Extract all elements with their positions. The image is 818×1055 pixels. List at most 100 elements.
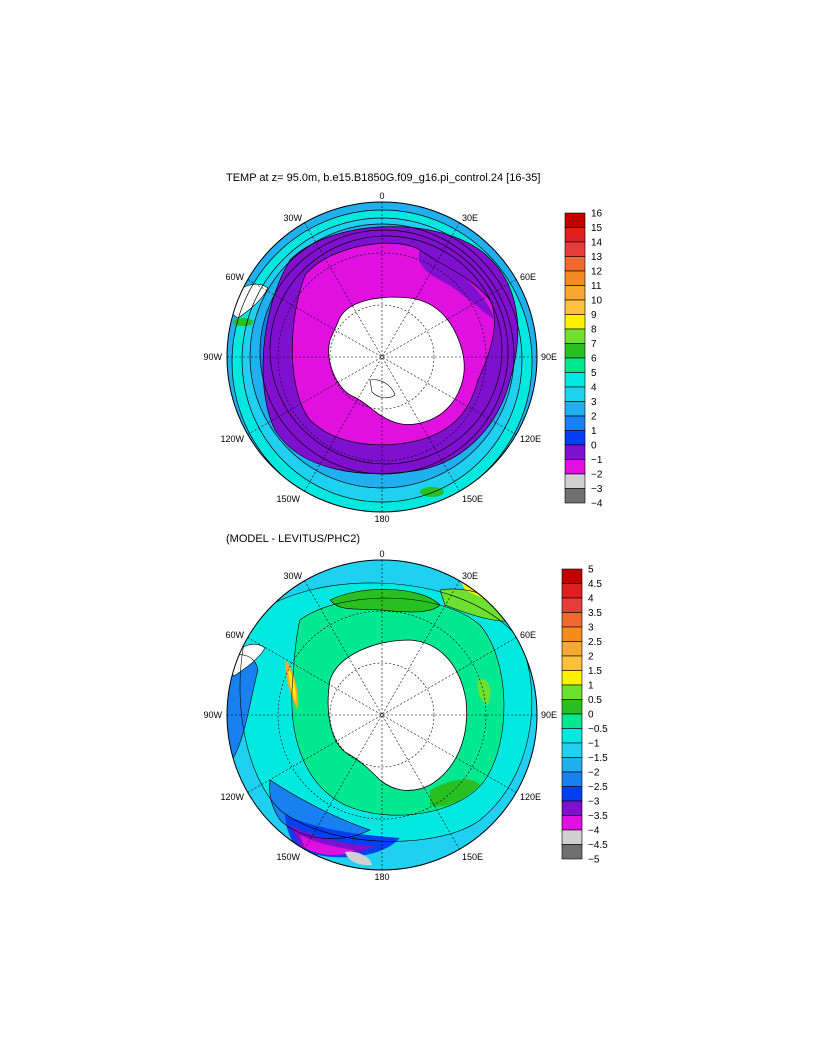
p1-label-180: 180 [374, 514, 389, 524]
p1-label-30w: 30W [283, 213, 302, 223]
panel2-colorbar-tick-label: 2 [588, 652, 594, 663]
panel1-map: 0 30E 60E 90E 120E 150E 180 150W 120W 90… [203, 191, 557, 524]
panel1-colorbar-swatch [564, 459, 586, 475]
panel2-colorbar-swatch [561, 742, 583, 758]
panel2-colorbar-tick-label: 4 [588, 594, 594, 605]
panel1-colorbar-swatch [564, 386, 586, 402]
p1-label-90w: 90W [203, 352, 222, 362]
panel1-colorbar-swatch [564, 212, 586, 228]
p1-label-90e: 90E [541, 352, 557, 362]
panel1-colorbar-tick-label: 16 [591, 209, 603, 220]
panel1-colorbar-swatch [564, 357, 586, 373]
p2-label-0: 0 [379, 549, 384, 559]
p1-label-150e: 150E [462, 494, 483, 504]
panel1-colorbar-tick-label: −2 [591, 470, 603, 481]
panel1-colorbar-tick-label: 11 [591, 281, 602, 292]
panel1-colorbar-tick-label: −1 [591, 455, 603, 466]
panel2-colorbar-swatch [561, 612, 583, 628]
panel2-colorbar-swatch [561, 771, 583, 787]
panel1-colorbar-swatch [564, 299, 586, 315]
panel2-colorbar-swatch [561, 829, 583, 845]
panel2-colorbar-swatch [561, 655, 583, 671]
panel1-colorbar-tick-label: 15 [591, 223, 603, 234]
panel2-colorbar: 5 4.5 4 3.5 3 2.5 2 1.5 1 0.5 0 −0.5 −1 −1.5 −2 −2.5 −3 −… [561, 565, 608, 866]
p1-label-0: 0 [379, 191, 384, 201]
panel1-colorbar-swatch [564, 401, 586, 417]
panel2-colorbar-tick-label: −5 [588, 855, 600, 866]
p1-label-120w: 120W [220, 434, 244, 444]
panel2-colorbar-swatch [561, 800, 583, 816]
p2-label-150e: 150E [462, 852, 483, 862]
p1-label-30e: 30E [462, 213, 478, 223]
panel2-colorbar-swatch [561, 815, 583, 831]
panel2-colorbar-tick-label: 1 [588, 681, 594, 692]
panel1-colorbar-tick-label: −3 [591, 484, 603, 495]
p2-label-150w: 150W [276, 852, 300, 862]
p2-label-60w: 60W [225, 630, 244, 640]
panel1-colorbar-swatch [564, 473, 586, 489]
panel1-colorbar-swatch [564, 270, 586, 286]
panel2-colorbar-swatch [561, 757, 583, 773]
panel1-colorbar-tick-label: 6 [591, 354, 597, 365]
panel1-colorbar-swatch [564, 328, 586, 344]
panel1-colorbar-tick-label: 13 [591, 252, 603, 263]
panel2-colorbar-tick-label: −2.5 [588, 782, 608, 793]
panel2-colorbar-swatch [561, 684, 583, 700]
panel2-colorbar-swatch [561, 844, 583, 860]
panel2-colorbar-swatch [561, 699, 583, 715]
panel2-colorbar-tick-label: 0.5 [588, 695, 602, 706]
panel1-colorbar-tick-label: 4 [591, 383, 597, 394]
panel2-colorbar-swatch [561, 713, 583, 729]
panel2-colorbar-swatch [561, 583, 583, 599]
panel2-colorbar-tick-label: −3.5 [588, 811, 608, 822]
panel1-colorbar-tick-label: 12 [591, 267, 603, 278]
panel2-colorbar-swatch [561, 786, 583, 802]
p1-label-120e: 120E [520, 434, 541, 444]
p2-label-180: 180 [374, 872, 389, 882]
panel2-colorbar-tick-label: −4 [588, 826, 600, 837]
panel1-colorbar-swatch [564, 227, 586, 243]
p2-label-90w: 90W [203, 710, 222, 720]
panel2-colorbar-tick-label: 5 [588, 565, 594, 576]
panel2-colorbar-swatch [561, 670, 583, 686]
panel1-colorbar-tick-label: 10 [591, 296, 603, 307]
panel2-colorbar-tick-label: 1.5 [588, 666, 602, 677]
panel1-colorbar-tick-label: 1 [591, 426, 597, 437]
panel1-colorbar-swatch [564, 415, 586, 431]
panel2-colorbar-swatch [561, 728, 583, 744]
panel2-colorbar-tick-label: −1 [588, 739, 600, 750]
panel2-colorbar-tick-label: −3 [588, 797, 600, 808]
p2-label-120w: 120W [220, 792, 244, 802]
p2-label-90e: 90E [541, 710, 557, 720]
panel1-colorbar-swatch [564, 256, 586, 272]
panel1-title: TEMP at z= 95.0m, b.e15.B1850G.f09_g16.p… [226, 172, 541, 184]
panel1-colorbar-swatch [564, 241, 586, 257]
p1-label-60w: 60W [225, 272, 244, 282]
panel2-colorbar-swatch [561, 641, 583, 657]
panel2-colorbar-tick-label: 2.5 [588, 637, 602, 648]
panel1-colorbar-tick-label: 14 [591, 238, 603, 249]
p1-label-60e: 60E [520, 272, 536, 282]
panel2-map: 0 30E 60E 90E 120E 150E 180 150W 120W 90… [203, 549, 557, 882]
panel1-colorbar-tick-label: 7 [591, 339, 597, 350]
panel1-colorbar-swatch [564, 314, 586, 330]
panel2-colorbar-tick-label: −1.5 [588, 753, 608, 764]
panel2-colorbar-tick-label: 3.5 [588, 608, 602, 619]
panel1-colorbar-swatch [564, 444, 586, 460]
panel1-colorbar-tick-label: 8 [591, 325, 597, 336]
panel1-colorbar-tick-label: 0 [591, 441, 597, 452]
panel2-title: (MODEL - LEVITUS/PHC2) [226, 533, 361, 545]
panel1-colorbar-swatch [564, 285, 586, 301]
panel2-colorbar-tick-label: −4.5 [588, 840, 608, 851]
panel2-colorbar-tick-label: −2 [588, 768, 600, 779]
p2-label-30e: 30E [462, 571, 478, 581]
p1-label-150w: 150W [276, 494, 300, 504]
panel1-colorbar-tick-label: −4 [591, 499, 603, 510]
panel1-colorbar-swatch [564, 372, 586, 388]
panel1-colorbar-tick-label: 3 [591, 397, 597, 408]
panel2-colorbar-tick-label: 3 [588, 623, 594, 634]
p2-label-30w: 30W [283, 571, 302, 581]
panel2-colorbar-tick-label: 4.5 [588, 579, 602, 590]
